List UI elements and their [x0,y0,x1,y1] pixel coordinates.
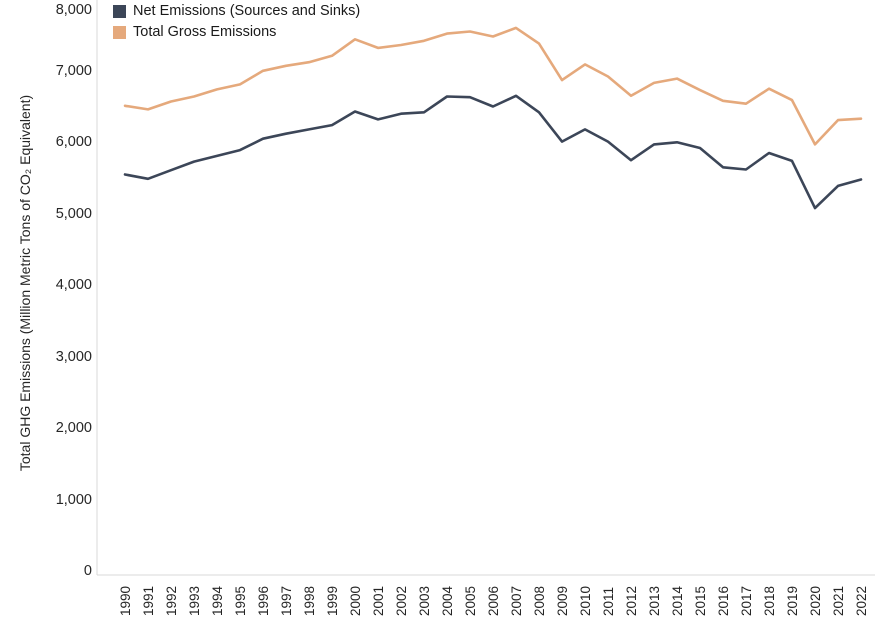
x-tick-label-1999: 1999 [324,585,340,616]
x-tick-label-1990: 1990 [117,585,133,616]
y-tick-label-7000: 7,000 [55,62,92,79]
x-tick-label-2006: 2006 [485,585,501,616]
x-tick-label-1997: 1997 [278,585,294,616]
legend-item-gross-emissions: Total Gross Emissions [113,23,360,41]
x-tick-label-2009: 2009 [554,585,570,616]
x-tick-label-2013: 2013 [646,585,662,616]
x-tick-label-2021: 2021 [830,585,846,616]
net-emissions-line [123,94,863,210]
x-tick-label-2000: 2000 [347,585,363,616]
y-tick-label-3000: 3,000 [55,348,92,365]
x-tick-label-1998: 1998 [301,585,317,616]
x-tick-label-1994: 1994 [209,585,225,616]
legend: Net Emissions (Sources and Sinks) Total … [113,2,360,41]
gross-emissions-line [123,26,863,146]
x-tick-label-2010: 2010 [577,585,593,616]
x-tick-label-2014: 2014 [669,585,685,616]
x-tick-label-2003: 2003 [416,585,432,616]
x-tick-label-2015: 2015 [692,585,708,616]
y-tick-label-4000: 4,000 [55,277,92,293]
x-tick-label-2019: 2019 [784,585,800,616]
x-tick-label-2001: 2001 [370,585,386,616]
x-tick-label-2018: 2018 [761,585,777,616]
x-tick-label-2008: 2008 [531,585,547,616]
y-tick-label-8000: 8,000 [55,2,92,18]
x-tick-label-2007: 2007 [508,585,524,616]
x-tick-label-2005: 2005 [462,585,478,616]
net-emissions-swatch-icon [113,4,126,18]
x-tick-label-2012: 2012 [623,585,639,616]
x-tick-label-1996: 1996 [255,585,271,616]
x-tick-label-1993: 1993 [186,585,202,616]
x-tick-label-2002: 2002 [393,585,409,616]
y-tick-label-2000: 2,000 [55,420,92,436]
x-tick-label-2017: 2017 [738,585,754,616]
x-tick-label-1991: 1991 [140,585,156,616]
y-tick-label-1000: 1,000 [55,491,92,508]
y-tick-label-5000: 5,000 [55,205,92,222]
x-tick-label-2022: 2022 [853,585,869,616]
x-tick-label-2011: 2011 [600,586,616,616]
x-tick-label-2020: 2020 [807,585,823,616]
y-tick-label-0: 0 [83,563,92,579]
y-tick-label-6000: 6,000 [55,134,92,150]
x-tick-label-2004: 2004 [439,585,455,616]
legend-label-gross-emissions: Total Gross Emissions [133,24,277,40]
x-tick-label-1995: 1995 [232,585,248,616]
gross-emissions-swatch-icon [113,25,126,39]
legend-label-net-emissions: Net Emissions (Sources and Sinks) [133,3,361,19]
legend-item-net-emissions: Net Emissions (Sources and Sinks) [113,2,360,20]
x-tick-label-1992: 1992 [163,585,179,616]
x-tick-label-2016: 2016 [715,585,731,616]
